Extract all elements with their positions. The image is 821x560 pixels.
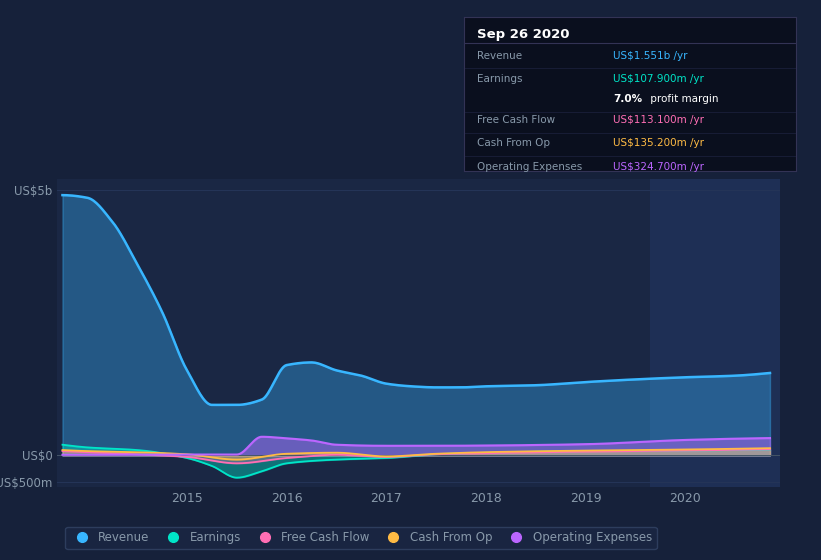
Text: Earnings: Earnings [477, 74, 523, 84]
Text: US$324.700m /yr: US$324.700m /yr [613, 161, 704, 171]
Text: Operating Expenses: Operating Expenses [477, 161, 582, 171]
Text: Sep 26 2020: Sep 26 2020 [477, 27, 570, 40]
Legend: Revenue, Earnings, Free Cash Flow, Cash From Op, Operating Expenses: Revenue, Earnings, Free Cash Flow, Cash … [66, 526, 657, 549]
Text: profit margin: profit margin [647, 94, 718, 104]
Text: 7.0%: 7.0% [613, 94, 643, 104]
Bar [650, 179, 780, 487]
Text: US$107.900m /yr: US$107.900m /yr [613, 74, 704, 84]
Text: US$113.100m /yr: US$113.100m /yr [613, 115, 704, 125]
Text: US$1.551b /yr: US$1.551b /yr [613, 51, 688, 60]
Text: US$135.200m /yr: US$135.200m /yr [613, 138, 704, 148]
Text: Revenue: Revenue [477, 51, 522, 60]
Text: Cash From Op: Cash From Op [477, 138, 550, 148]
Text: Free Cash Flow: Free Cash Flow [477, 115, 555, 125]
